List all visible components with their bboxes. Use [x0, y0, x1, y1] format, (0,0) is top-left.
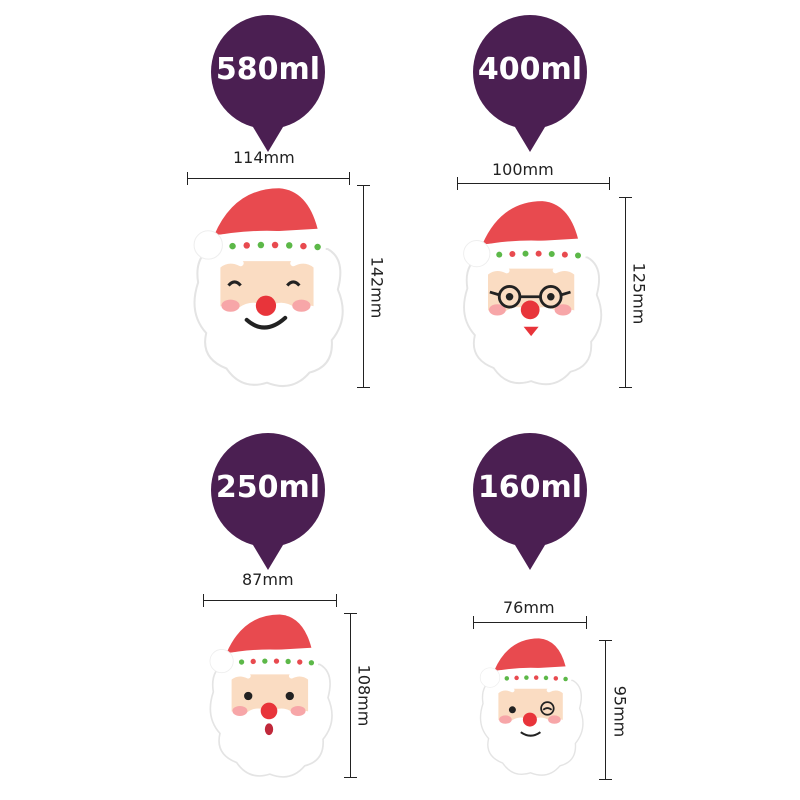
width-label: 114mm [233, 148, 295, 167]
volume-pin-400: 400ml [472, 14, 592, 154]
height-label: 142mm [367, 256, 387, 319]
width-dimension-line [473, 616, 587, 629]
volume-label: 250ml [215, 470, 321, 505]
width-dimension-line [457, 177, 610, 190]
santa-face-surprised [209, 614, 333, 778]
volume-pin-580: 580ml [210, 14, 330, 154]
volume-label: 580ml [215, 52, 321, 87]
height-dimension-line [619, 197, 632, 388]
santa-face-smile [193, 188, 344, 388]
volume-pin-250: 250ml [210, 432, 330, 572]
santa-face-glasses [463, 201, 603, 386]
height-dimension-line [344, 613, 357, 778]
height-dimension-line [599, 640, 612, 780]
height-label: 95mm [610, 685, 630, 738]
width-label: 100mm [492, 160, 554, 179]
height-label: 125mm [629, 262, 649, 325]
volume-label: 160ml [477, 470, 583, 505]
volume-pin-160: 160ml [472, 432, 592, 572]
width-dimension-line [203, 594, 337, 607]
height-label: 108mm [354, 664, 374, 727]
santa-face-wink [479, 638, 584, 776]
volume-label: 400ml [477, 52, 583, 87]
height-dimension-line [357, 185, 370, 388]
width-dimension-line [187, 172, 350, 185]
width-label: 76mm [503, 598, 555, 617]
width-label: 87mm [242, 570, 294, 589]
